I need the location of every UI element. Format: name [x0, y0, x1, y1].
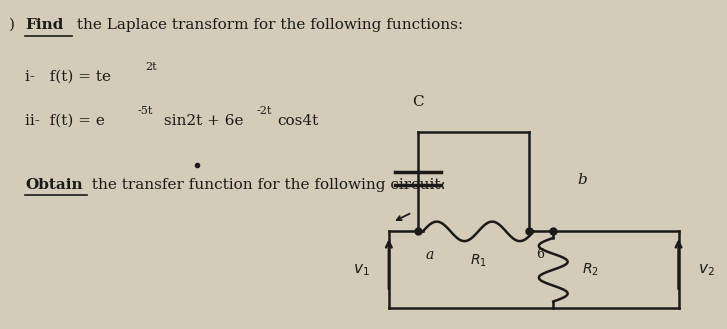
Text: $R_1$: $R_1$ — [470, 253, 487, 269]
Text: Find: Find — [25, 18, 64, 32]
Text: b: b — [577, 173, 587, 187]
Text: ): ) — [9, 18, 20, 32]
Text: a: a — [425, 248, 433, 262]
Text: -5t: -5t — [137, 107, 153, 116]
Text: cos4t: cos4t — [277, 114, 318, 128]
Text: $v_1$: $v_1$ — [353, 262, 370, 278]
Text: sin2t + 6e: sin2t + 6e — [159, 114, 244, 128]
Text: C: C — [412, 95, 424, 109]
Text: Obtain: Obtain — [25, 178, 83, 191]
Text: $R_2$: $R_2$ — [582, 262, 599, 278]
Text: i-   f(t) = te: i- f(t) = te — [25, 70, 111, 84]
Text: -2t: -2t — [257, 107, 272, 116]
Text: ii-  f(t) = e: ii- f(t) = e — [25, 114, 105, 128]
Text: 6: 6 — [536, 248, 544, 261]
Text: $v_2$: $v_2$ — [698, 262, 715, 278]
Text: the Laplace transform for the following functions:: the Laplace transform for the following … — [72, 18, 463, 32]
Text: 2t: 2t — [145, 62, 156, 72]
Text: the transfer function for the following circuit:: the transfer function for the following … — [87, 178, 446, 191]
